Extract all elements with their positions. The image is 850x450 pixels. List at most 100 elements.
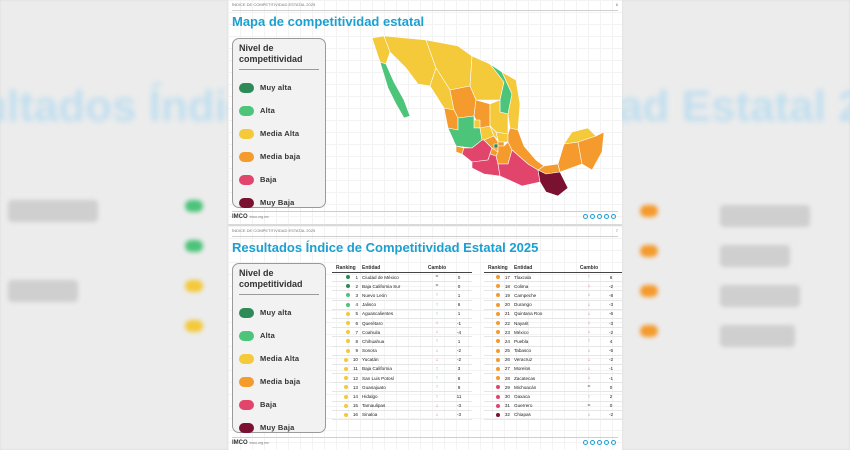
legend-item: Media Alta — [239, 122, 319, 145]
background-bar — [720, 285, 800, 307]
level-dot — [346, 348, 351, 353]
level-dot — [343, 357, 348, 362]
arrow-down-icon: ↓ — [435, 411, 439, 418]
level-dot — [346, 275, 351, 280]
rank-number: 4 — [355, 302, 358, 308]
level-dot — [346, 293, 351, 298]
table-row: 21 Quintana Roo ↓ -6 — [484, 310, 622, 319]
page-footer: IMCO imco.org.mx — [232, 437, 618, 448]
cambio-cell: 1 — [457, 311, 461, 317]
rank-cell: 4 — [332, 302, 362, 307]
entidad-cell: San Luis Potosí — [362, 375, 395, 381]
legend-item: Muy alta — [239, 301, 319, 324]
social-linkedin-icon[interactable] — [604, 214, 609, 219]
background-left-panel — [0, 0, 228, 450]
arrow-up-icon: ↑ — [587, 338, 591, 345]
arrow-up-icon: ↑ — [435, 301, 439, 308]
rank-cell: 10 — [332, 357, 362, 362]
state-yucatan — [563, 127, 597, 145]
page-header: ÍNDICE DE COMPETITIVIDAD ESTATAL 2025 6 — [232, 2, 618, 11]
rank-number: 2 — [355, 283, 358, 289]
table-row: 5 Aguascalientes ↑ 1 — [332, 310, 472, 319]
table-row: 8 Chihuahua ↑ 1 — [332, 337, 472, 347]
social-instagram-icon[interactable] — [597, 214, 602, 219]
legend-label: Baja — [260, 175, 277, 184]
cambio-cell: -1 — [456, 320, 462, 326]
background-dot — [640, 325, 658, 337]
social-facebook-icon[interactable] — [590, 440, 595, 445]
rank-cell: 13 — [332, 385, 362, 390]
legend-swatch — [239, 174, 254, 185]
legend-item: Alta — [239, 324, 319, 347]
table-row: 13 Guanajuato ↑ 9 — [332, 383, 472, 393]
rank-number: 22 — [504, 320, 510, 326]
background-bar — [8, 200, 98, 222]
table-row: 11 Baja California ↑ 3 — [332, 365, 472, 375]
table-row: 14 Hidalgo ↑ 11 — [332, 392, 472, 402]
table-row: 17 Tlaxcala ↑ 6 — [484, 273, 622, 283]
table-row: 30 Oaxaca ↑ 2 — [484, 392, 622, 402]
arrow-down-icon: ↓ — [587, 292, 591, 299]
social-x-icon[interactable] — [583, 440, 588, 445]
social-linkedin-icon[interactable] — [604, 440, 609, 445]
rank-number: 1 — [355, 274, 358, 280]
rank-cell: 9 — [332, 348, 362, 353]
header-ranking: Ranking — [336, 264, 356, 271]
social-youtube-icon[interactable] — [611, 214, 616, 219]
rank-cell: 29 — [484, 385, 514, 390]
table-row: 29 Michoacán = 0 — [484, 383, 622, 393]
header-cambio: Cambio — [427, 264, 447, 271]
legend-label: Media Alta — [260, 354, 300, 363]
rank-number: 23 — [504, 329, 510, 335]
rank-cell: 2 — [332, 284, 362, 289]
rank-cell: 15 — [332, 403, 362, 408]
rank-number: 18 — [504, 283, 510, 289]
legend-label: Media baja — [260, 152, 301, 161]
legend-item: Baja — [239, 168, 319, 191]
rank-number: 21 — [504, 311, 510, 317]
entidad-cell: Ciudad de México — [362, 274, 399, 280]
background-dot — [640, 245, 658, 257]
page-number: 6 — [615, 2, 618, 7]
rank-cell: 23 — [484, 330, 514, 335]
rank-cell: 11 — [332, 366, 362, 371]
rank-number: 27 — [504, 366, 510, 372]
table-row: 27 Morelos ↓ -1 — [484, 365, 622, 375]
table-body: 1 Ciudad de México = 0 2 Baja California Sur =… — [332, 273, 472, 420]
level-dot — [346, 311, 351, 316]
entidad-cell: Tlaxcala — [514, 274, 532, 280]
social-youtube-icon[interactable] — [611, 440, 616, 445]
cambio-cell: -2 — [608, 357, 614, 363]
entidad-cell: Jalisco — [362, 302, 377, 308]
rank-number: 29 — [504, 384, 510, 390]
rank-number: 7 — [355, 329, 358, 335]
entidad-cell: Querétaro — [362, 320, 383, 326]
rank-number: 28 — [504, 375, 510, 381]
cambio-cell: 0 — [609, 384, 613, 390]
rank-number: 10 — [352, 357, 358, 363]
rank-number: 20 — [504, 302, 510, 308]
entidad-cell: Aguascalientes — [362, 311, 394, 317]
arrow-down-icon: ↓ — [435, 402, 439, 409]
level-dot — [495, 275, 500, 280]
level-dot — [495, 366, 500, 371]
legend-item: Media baja — [239, 370, 319, 393]
header-entidad: Entidad — [514, 264, 533, 271]
entidad-cell: Baja California Sur — [362, 283, 401, 289]
logo-text: IMCO — [232, 214, 248, 220]
arrow-up-icon: ↑ — [435, 384, 439, 391]
table-row: 6 Querétaro ↓ -1 — [332, 319, 472, 329]
state-baja-california — [371, 35, 391, 65]
cambio-cell: -3 — [608, 320, 614, 326]
rank-cell: 21 — [484, 311, 514, 316]
arrow-down-icon: ↓ — [435, 320, 439, 327]
social-instagram-icon[interactable] — [597, 440, 602, 445]
cambio-cell: 0 — [457, 274, 461, 280]
rank-cell: 18 — [484, 284, 514, 289]
legend-label: Muy Baja — [260, 198, 295, 207]
social-x-icon[interactable] — [583, 214, 588, 219]
cambio-cell: 1 — [457, 338, 461, 344]
level-dot — [495, 339, 500, 344]
social-facebook-icon[interactable] — [590, 214, 595, 219]
